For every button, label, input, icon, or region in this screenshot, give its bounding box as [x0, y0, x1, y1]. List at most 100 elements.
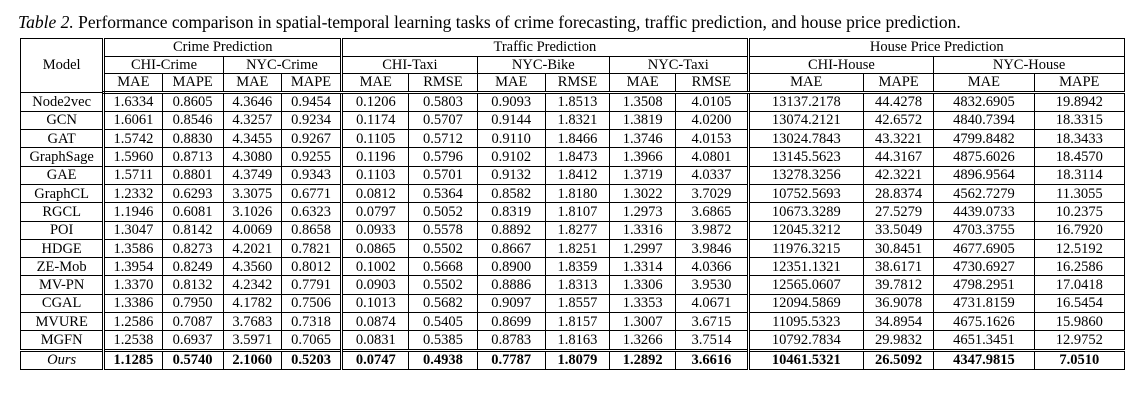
metric-header: MAPE — [1033, 73, 1126, 94]
cell: 10.2375 — [1033, 202, 1126, 222]
table-row: RGCL 1.1946 0.6081 3.1026 0.6323 0.0797 0.5052… — [19, 202, 1126, 222]
cell: 0.6771 — [280, 183, 343, 204]
cell: 0.8249 — [161, 257, 224, 277]
cell: 1.3266 — [609, 330, 677, 351]
cell: 1.3370 — [102, 275, 163, 295]
cell: 18.4570 — [1033, 147, 1126, 167]
cell: 4840.7394 — [933, 110, 1035, 131]
cell: 0.1105 — [340, 129, 410, 149]
table-row: GraphSage 1.5960 0.8713 4.3080 0.9255 0.1196 0… — [19, 147, 1126, 167]
cell: 1.3386 — [102, 293, 163, 314]
cell: 0.6937 — [161, 330, 224, 351]
cell: 1.3314 — [609, 257, 677, 277]
cell: 39.7812 — [862, 275, 935, 295]
cell: 11976.3215 — [746, 238, 864, 259]
cell: 0.5682 — [408, 293, 478, 314]
dataset-header: NYC-Taxi — [609, 55, 749, 74]
cell: 1.2973 — [609, 202, 677, 222]
cell: 16.5454 — [1033, 293, 1126, 314]
cell: 1.8473 — [544, 147, 611, 167]
cell: 0.5364 — [408, 183, 478, 204]
cell: 12.9752 — [1033, 330, 1126, 351]
cell: 16.2586 — [1033, 257, 1126, 277]
cell: 0.8801 — [161, 165, 224, 185]
cell: 1.3316 — [609, 220, 677, 240]
cell: 1.3306 — [609, 275, 677, 295]
table-row: MV-PN 1.3370 0.8132 4.2342 0.7791 0.0903 0.550… — [19, 275, 1126, 295]
cell: 0.9110 — [476, 129, 546, 149]
cell: 13278.3256 — [746, 165, 864, 185]
cell: 0.0812 — [340, 183, 410, 204]
cell: 4.3749 — [222, 165, 282, 185]
model-name: CGAL — [19, 293, 105, 314]
cell: 0.8605 — [161, 91, 224, 112]
metric-header: MAE — [476, 73, 546, 94]
cell: 44.3167 — [862, 147, 935, 167]
cell: 0.1174 — [340, 110, 410, 131]
cell: 1.3719 — [609, 165, 677, 185]
caption-label: Table 2. — [18, 12, 74, 32]
model-name: HDGE — [19, 238, 105, 259]
cell: 10461.5321 — [746, 348, 864, 370]
cell: 1.8163 — [544, 330, 611, 351]
cell: 4675.1626 — [933, 312, 1035, 332]
cell: 1.3819 — [609, 110, 677, 131]
cell: 4.0153 — [675, 129, 749, 149]
cell: 0.9144 — [476, 110, 546, 131]
cell: 43.3221 — [862, 129, 935, 149]
cell: 4.3080 — [222, 147, 282, 167]
cell: 1.3047 — [102, 220, 163, 240]
cell: 1.5711 — [102, 165, 163, 185]
cell: 0.0865 — [340, 238, 410, 259]
cell: 0.5803 — [408, 91, 478, 112]
table-row: GraphCL 1.2332 0.6293 3.3075 0.6771 0.0812 0.5… — [19, 183, 1126, 204]
cell: 0.5707 — [408, 110, 478, 131]
cell: 3.1026 — [222, 202, 282, 222]
table-row: CGAL 1.3386 0.7950 4.1782 0.7506 0.1013 0.5682… — [19, 293, 1126, 314]
cell: 1.8513 — [544, 91, 611, 112]
table-row: GAT 1.5742 0.8830 4.3455 0.9267 0.1105 0.5712 0… — [19, 129, 1126, 149]
cell: 0.5668 — [408, 257, 478, 277]
dataset-header: NYC-Crime — [222, 55, 343, 74]
cell: 10792.7834 — [746, 330, 864, 351]
metric-header: RMSE — [675, 73, 749, 94]
cell: 13145.5623 — [746, 147, 864, 167]
group-header: House Price Prediction — [746, 38, 1126, 57]
cell: 1.8107 — [544, 202, 611, 222]
cell: 4832.6905 — [933, 91, 1035, 112]
cell: 1.1946 — [102, 202, 163, 222]
cell: 0.5203 — [280, 348, 343, 370]
cell: 4562.7279 — [933, 183, 1035, 204]
cell: 3.9530 — [675, 275, 749, 295]
cell: 18.3433 — [1033, 129, 1126, 149]
cell: 1.3746 — [609, 129, 677, 149]
cell: 28.8374 — [862, 183, 935, 204]
cell: 1.1285 — [102, 348, 163, 370]
cell: 4896.9564 — [933, 165, 1035, 185]
cell: 10752.5693 — [746, 183, 864, 204]
cell: 4439.0733 — [933, 202, 1035, 222]
cell: 4.0671 — [675, 293, 749, 314]
cell: 3.6715 — [675, 312, 749, 332]
cell: 0.9343 — [280, 165, 343, 185]
cell: 17.0418 — [1033, 275, 1126, 295]
cell: 0.9454 — [280, 91, 343, 112]
cell: 26.5092 — [862, 348, 935, 370]
cell: 0.9093 — [476, 91, 546, 112]
cell: 1.3966 — [609, 147, 677, 167]
cell: 4.0069 — [222, 220, 282, 240]
cell: 1.6061 — [102, 110, 163, 131]
dataset-header: NYC-Bike — [476, 55, 611, 74]
cell: 19.8942 — [1033, 91, 1126, 112]
cell: 1.8251 — [544, 238, 611, 259]
cell: 4.3455 — [222, 129, 282, 149]
cell: 0.8783 — [476, 330, 546, 351]
cell: 0.0903 — [340, 275, 410, 295]
cell: 0.8319 — [476, 202, 546, 222]
cell: 11095.5323 — [746, 312, 864, 332]
model-name: GAE — [19, 165, 105, 185]
cell: 1.5960 — [102, 147, 163, 167]
cell: 10673.3289 — [746, 202, 864, 222]
model-name: GAT — [19, 129, 105, 149]
cell: 1.2332 — [102, 183, 163, 204]
